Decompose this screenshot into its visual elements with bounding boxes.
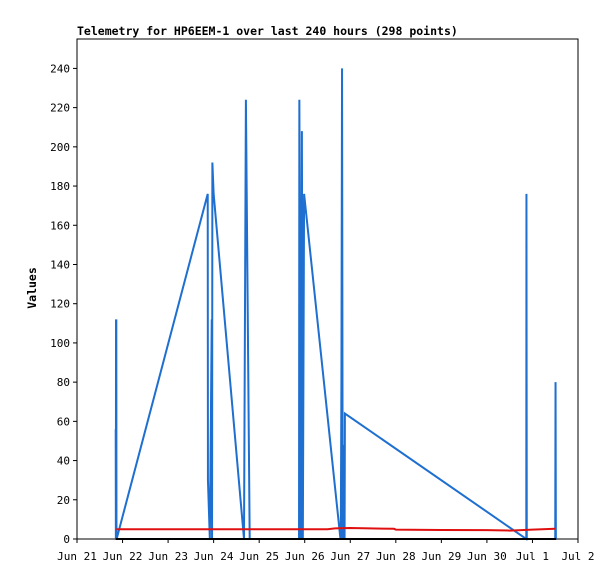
x-tick-label: Jul 2: [561, 550, 594, 563]
y-tick-label: 20: [57, 494, 70, 507]
x-tick-label: Jun 23: [148, 550, 188, 563]
y-tick-label: 220: [50, 102, 70, 115]
y-tick-label: 140: [50, 258, 70, 271]
y-tick-label: 120: [50, 298, 70, 311]
x-tick-label: Jun 29: [421, 550, 461, 563]
y-tick-label: 180: [50, 180, 70, 193]
plot-area: [76, 38, 579, 540]
y-tick-label: 160: [50, 219, 70, 232]
x-tick-label: Jul 1: [516, 550, 549, 563]
x-tick-label: Jun 30: [467, 550, 507, 563]
x-tick-label: Jun 24: [194, 550, 234, 563]
series-layer: [114, 68, 557, 541]
x-tick-label: Jun 21: [57, 550, 97, 563]
y-tick-label: 60: [57, 415, 70, 428]
x-tick-label: Jun 28: [376, 550, 416, 563]
y-tick-label: 80: [57, 376, 70, 389]
y-tick-label: 100: [50, 337, 70, 350]
x-tick-label: Jun 26: [285, 550, 325, 563]
series-line-0: [114, 68, 557, 541]
y-axis-ticks: 0 20 40 60 80 100 120 140 160 180 200 220 240: [50, 62, 77, 546]
y-tick-label: 40: [57, 455, 70, 468]
y-tick-label: 0: [63, 533, 70, 546]
x-tick-label: Jun 27: [330, 550, 370, 563]
y-tick-label: 240: [50, 62, 70, 75]
chart-title: Telemetry for HP6EEM-1 over last 240 hou…: [77, 24, 458, 38]
y-axis-label: Values: [25, 267, 39, 309]
y-tick-label: 200: [50, 141, 70, 154]
series-line-1: [116, 527, 556, 532]
x-axis-ticks: Jun 21 Jun 22 Jun 23 Jun 24 Jun 25 Jun 26 Jun …: [57, 539, 595, 563]
x-tick-label: Jun 22: [103, 550, 143, 563]
x-tick-label: Jun 25: [239, 550, 279, 563]
